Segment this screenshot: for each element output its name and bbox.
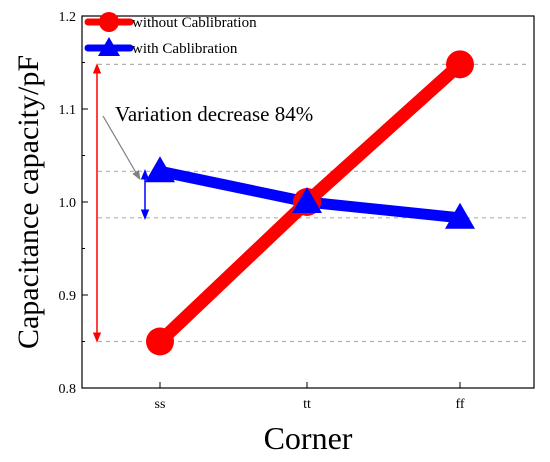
annotation-text: Variation decrease 84%: [115, 102, 313, 126]
x-tick-label: tt: [303, 397, 311, 412]
data-point-triangle: [445, 202, 475, 229]
x-tick-label: ss: [155, 397, 166, 412]
data-point-triangle: [292, 187, 322, 213]
x-axis-ticks: ss tt ff: [155, 382, 465, 412]
legend: without Cablibration with Cablibration: [84, 12, 257, 57]
legend-marker-blue: [98, 37, 120, 56]
y-axis-ticks: 0.8 0.9 1.0 1.1 1.2: [59, 10, 88, 397]
legend-label-red: without Cablibration: [132, 15, 257, 31]
series-layer: [145, 50, 475, 356]
x-tick-label: ff: [455, 397, 464, 412]
y-tick-label: 1.1: [59, 103, 77, 118]
y-tick-label: 0.8: [59, 382, 77, 397]
annotation-pointer: [102, 115, 141, 181]
y-tick-label: 1.0: [59, 196, 77, 211]
y-tick-label: 0.9: [59, 289, 77, 304]
data-point-triangle: [145, 156, 175, 183]
y-tick-label: 1.2: [59, 10, 77, 25]
data-point-circle: [146, 327, 174, 356]
legend-label-blue: with Cablibration: [132, 41, 238, 57]
data-point-circle: [446, 50, 474, 79]
legend-marker-red: [99, 12, 119, 32]
y-axis-title: Capacitance capacity/pF: [12, 55, 45, 349]
x-axis-title: Corner: [264, 420, 353, 456]
